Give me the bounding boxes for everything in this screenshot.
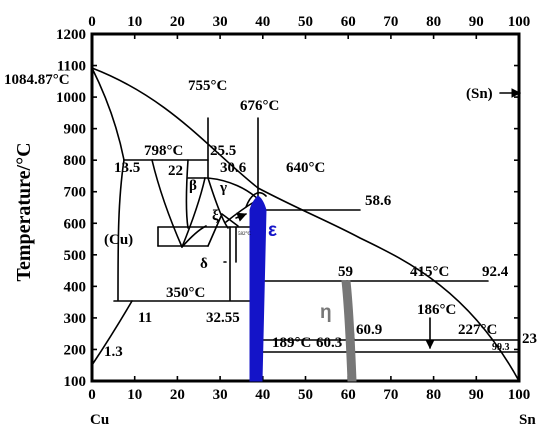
label-189: 189°C xyxy=(272,335,311,351)
label-350: 350°C xyxy=(166,285,205,301)
solidus-cu xyxy=(91,67,125,161)
beta-right xyxy=(185,159,189,229)
left-axis: 100 200 300 400 500 600 700 800 900 1000 1100 1200 xyxy=(56,27,97,390)
label-59: 59 xyxy=(338,264,353,280)
label-xi: ξ xyxy=(212,208,219,224)
top-tick-label: 40 xyxy=(255,14,270,30)
plot-frame xyxy=(90,32,521,383)
label-30-6: 30.6 xyxy=(220,160,247,176)
label-186: 186°C xyxy=(417,302,456,318)
top-tick-label: 70 xyxy=(383,14,398,30)
y-tick-label: 600 xyxy=(64,216,87,232)
x-tick-label: 20 xyxy=(170,387,185,403)
top-tick-label: 50 xyxy=(298,14,313,30)
cu-end-label: Cu xyxy=(90,412,109,428)
label-60-9: 60.9 xyxy=(356,322,382,338)
cu-solvus-low xyxy=(91,300,133,366)
x-tick-label: 80 xyxy=(426,387,441,403)
x-tick-label: 30 xyxy=(213,387,228,403)
eta-band xyxy=(341,280,357,382)
label-798: 798°C xyxy=(144,143,183,159)
top-tick-label: 100 xyxy=(508,14,531,30)
label-gamma: γ xyxy=(219,180,227,196)
label-92-4: 92.4 xyxy=(482,264,509,280)
y-tick-label: 500 xyxy=(64,248,87,264)
y-tick-label: 800 xyxy=(64,153,87,169)
top-tick-label: 90 xyxy=(469,14,484,30)
gamma-dome xyxy=(207,177,263,204)
bottom-axis: 0 10 20 30 40 50 60 70 80 90 100 xyxy=(88,376,530,403)
label-582: 582°C xyxy=(238,232,251,237)
top-tick-label: 20 xyxy=(170,14,185,30)
gamma-right xyxy=(207,177,229,229)
label-227: 227°C xyxy=(458,322,497,338)
y-tick-label: 1100 xyxy=(57,59,86,75)
label-60-3: 60.3 xyxy=(316,335,342,351)
x-tick-label: 10 xyxy=(127,387,142,403)
label-sn-phase: (Sn) xyxy=(466,86,493,102)
beta-left xyxy=(151,159,183,248)
label-415: 415°C xyxy=(410,264,449,280)
label-23: 23 xyxy=(522,331,537,347)
x-tick-label: 70 xyxy=(383,387,398,403)
label-99-3: 99.3 xyxy=(492,342,510,353)
gamma-left xyxy=(181,177,206,248)
label-25-5: 25.5 xyxy=(210,143,236,159)
label-13-5: 13.5 xyxy=(114,160,140,176)
y-tick-label: 1200 xyxy=(56,27,86,43)
y-tick-label: 400 xyxy=(64,279,87,295)
label-epsilon: ε xyxy=(268,220,277,241)
label-beta: β xyxy=(189,178,197,194)
top-tick-label: 30 xyxy=(213,14,228,30)
liquidus-cu xyxy=(91,67,520,382)
label-cu-phase: (Cu) xyxy=(104,232,133,248)
label-1-3: 1.3 xyxy=(104,344,123,360)
y-tick-label: 100 xyxy=(64,374,87,390)
top-tick-label: 60 xyxy=(341,14,356,30)
y-tick-label: 900 xyxy=(64,122,87,138)
top-tick-label: 80 xyxy=(426,14,441,30)
x-tick-label: 90 xyxy=(469,387,484,403)
label-58-6: 58.6 xyxy=(365,193,392,209)
x-tick-label: 40 xyxy=(255,387,270,403)
label-640: 640°C xyxy=(286,160,325,176)
top-tick-label: 0 xyxy=(88,14,96,30)
xi-boundary xyxy=(225,201,255,223)
arrow-xi xyxy=(235,212,247,222)
label-755: 755°C xyxy=(188,78,227,94)
cu-solvus xyxy=(117,159,125,301)
eps-dome xyxy=(245,192,267,208)
label-22: 22 xyxy=(168,163,183,179)
x-tick-label: 50 xyxy=(298,387,313,403)
label-eta: η xyxy=(320,302,332,323)
phase-boundaries xyxy=(91,67,521,382)
epsilon-band xyxy=(249,195,267,382)
label-32-55: 32.55 xyxy=(206,310,240,326)
y-tick-label: 1000 xyxy=(56,90,86,106)
x-tick-label: 0 xyxy=(88,387,96,403)
x-tick-label: 100 xyxy=(508,387,531,403)
gamma-tri xyxy=(207,213,239,247)
y-tick-label: 700 xyxy=(64,185,87,201)
sn-end-label: Sn xyxy=(519,412,536,428)
label-delta: δ xyxy=(200,256,208,272)
y-axis-title: Temperature/°C xyxy=(13,142,35,281)
label-11: 11 xyxy=(138,310,152,326)
x-tick-label: 60 xyxy=(341,387,356,403)
label-cu-melt: 1084.87°C xyxy=(4,72,70,88)
top-tick-label: 10 xyxy=(127,14,142,30)
label-676: 676°C xyxy=(240,98,279,114)
y-tick-label: 300 xyxy=(64,311,87,327)
top-axis: 0 10 20 30 40 50 60 70 80 90 100 xyxy=(88,14,530,39)
y-tick-label: 200 xyxy=(64,342,87,358)
